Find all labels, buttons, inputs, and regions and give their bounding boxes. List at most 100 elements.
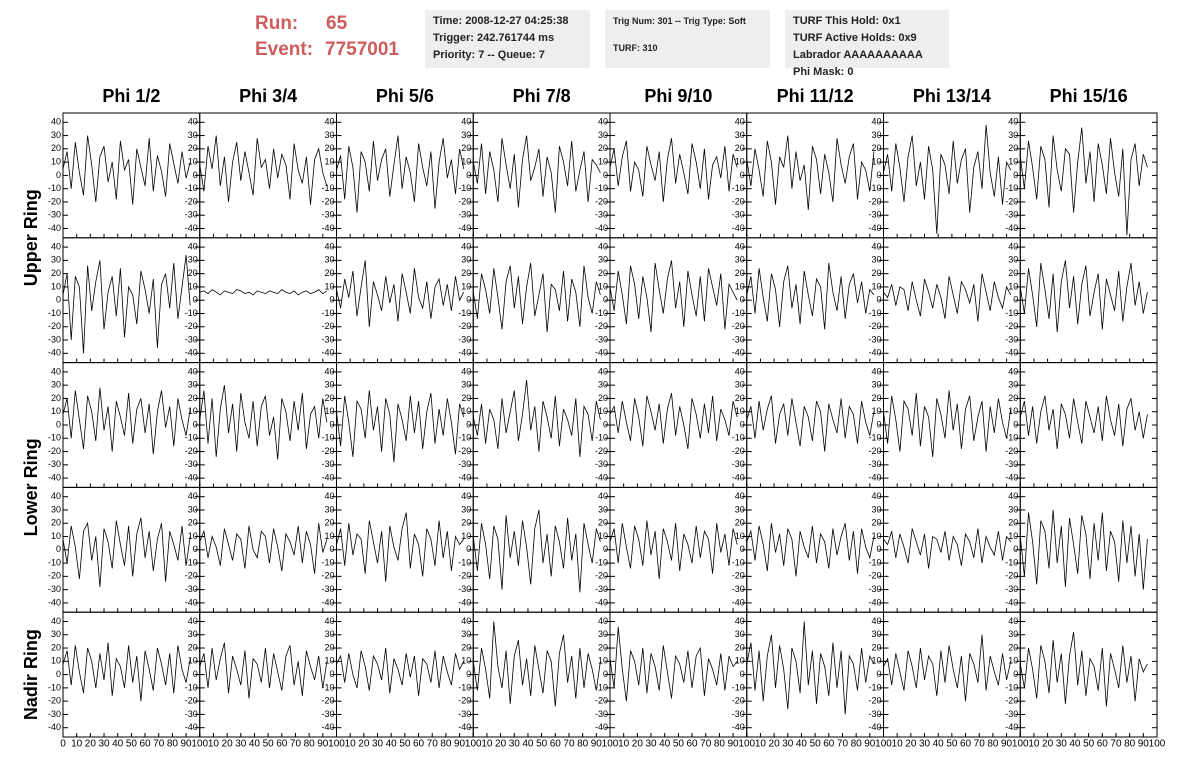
info-box: Trig Num: 301 -- Trig Type: Soft TURF: 31…: [605, 10, 770, 68]
x-tick-label: 70: [290, 739, 302, 750]
y-tick-label: 40: [598, 616, 608, 626]
y-tick-label: 10: [461, 156, 471, 166]
y-tick-label: 20: [1008, 268, 1018, 278]
y-tick-label: 10: [735, 281, 745, 291]
waveform: [609, 138, 738, 203]
y-tick-label: 20: [51, 268, 61, 278]
y-tick-label: -40: [595, 348, 608, 358]
x-tick-label: 0: [60, 739, 66, 750]
x-tick-label: 10: [892, 739, 904, 750]
y-tick-label: -10: [458, 183, 471, 193]
y-tick-label: -20: [185, 696, 198, 706]
y-tick-label: -30: [868, 334, 881, 344]
y-tick-label: -30: [458, 334, 471, 344]
y-tick-label: -30: [458, 459, 471, 469]
y-tick-label: 20: [871, 268, 881, 278]
y-tick-label: 40: [871, 491, 881, 501]
x-tick-label: 80: [1124, 739, 1136, 750]
x-tick-label: 30: [645, 739, 657, 750]
x-tick-label: 10: [71, 739, 83, 750]
y-tick-label: 40: [735, 491, 745, 501]
y-tick-label: 40: [461, 491, 471, 501]
y-tick-label: -20: [868, 321, 881, 331]
y-tick-label: 20: [1008, 393, 1018, 403]
y-tick-label: 40: [1008, 241, 1018, 251]
x-tick-label: 30: [1056, 739, 1068, 750]
x-tick-label: 100: [875, 739, 892, 750]
x-tick-label: 10: [755, 739, 767, 750]
y-tick-label: -40: [595, 223, 608, 233]
y-tick-label: -10: [458, 557, 471, 567]
x-tick-label: 50: [399, 739, 411, 750]
panel-frame: [336, 486, 474, 613]
y-tick-label: -10: [732, 308, 745, 318]
y-tick-label: 20: [598, 268, 608, 278]
y-tick-label: -30: [185, 459, 198, 469]
y-tick-label: 10: [461, 656, 471, 666]
y-tick-label: -40: [732, 223, 745, 233]
panel-frame: [1019, 486, 1158, 613]
y-tick-label: 0: [56, 295, 61, 305]
panel-frame: [746, 237, 884, 364]
y-tick-label: 30: [324, 255, 334, 265]
panel-frame: [472, 237, 611, 364]
panel-frame: [199, 486, 337, 613]
y-tick-label: 0: [329, 170, 334, 180]
y-tick-label: 40: [51, 117, 61, 127]
x-tick-label: 10: [481, 739, 493, 750]
y-tick-label: 0: [56, 419, 61, 429]
y-tick-label: -40: [1005, 722, 1018, 732]
y-tick-label: -10: [458, 308, 471, 318]
x-tick-label: 80: [167, 739, 179, 750]
x-tick-label: 30: [782, 739, 794, 750]
y-tick-label: 30: [188, 380, 198, 390]
y-tick-label: -10: [321, 682, 334, 692]
info-line: TURF This Hold: 0x1: [793, 15, 901, 27]
x-tick-label: 50: [1083, 739, 1095, 750]
y-tick-label: 0: [1013, 295, 1018, 305]
info-line: TURF: 310: [613, 43, 658, 53]
x-tick-label: 20: [85, 739, 97, 750]
y-tick-label: 30: [598, 380, 608, 390]
y-tick-label: 10: [1008, 531, 1018, 541]
y-tick-label: 0: [193, 170, 198, 180]
y-tick-label: -20: [868, 196, 881, 206]
y-tick-label: -40: [321, 223, 334, 233]
panel-frame: [472, 611, 611, 738]
row-label: Lower Ring: [21, 438, 41, 536]
x-tick-label: 80: [987, 739, 999, 750]
info-line: Trigger: 242.761744 ms: [433, 32, 555, 44]
y-tick-label: -20: [732, 321, 745, 331]
x-tick-label: 70: [1110, 739, 1122, 750]
x-tick-label: 100: [738, 739, 755, 750]
y-tick-label: 0: [466, 669, 471, 679]
x-tick-label: 70: [427, 739, 439, 750]
y-tick-label: 0: [1013, 669, 1018, 679]
y-tick-label: 0: [603, 295, 608, 305]
y-tick-label: 30: [598, 255, 608, 265]
y-tick-label: 30: [735, 629, 745, 639]
x-tick-label: 50: [673, 739, 685, 750]
y-tick-label: 20: [598, 143, 608, 153]
waveform: [1019, 395, 1148, 449]
y-tick-label: 20: [324, 518, 334, 528]
y-tick-label: 30: [188, 629, 198, 639]
y-tick-label: -30: [185, 709, 198, 719]
y-tick-label: 0: [193, 419, 198, 429]
y-tick-label: 0: [466, 544, 471, 554]
y-tick-label: -10: [48, 433, 61, 443]
y-tick-label: -20: [458, 321, 471, 331]
y-tick-label: 0: [1013, 170, 1018, 180]
column-title: Phi 7/8: [513, 86, 571, 106]
y-tick-label: 30: [1008, 504, 1018, 514]
y-tick-label: -10: [1005, 183, 1018, 193]
y-tick-label: 10: [324, 406, 334, 416]
y-tick-label: -40: [185, 348, 198, 358]
panel-frame: [746, 362, 884, 488]
y-tick-label: 30: [324, 629, 334, 639]
y-tick-label: 0: [193, 295, 198, 305]
waveform: [609, 393, 738, 449]
y-tick-label: 0: [56, 544, 61, 554]
y-tick-label: 40: [735, 366, 745, 376]
